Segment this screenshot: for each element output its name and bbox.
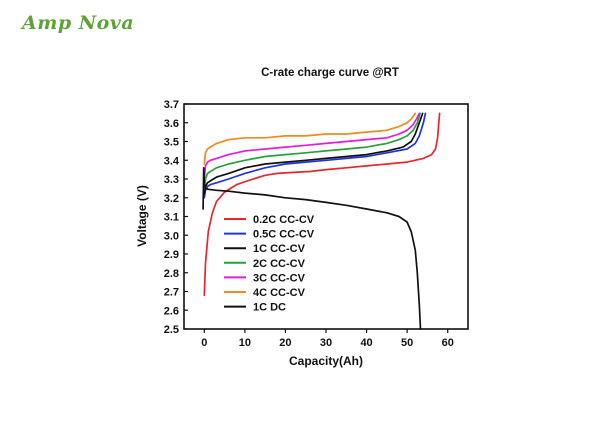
y-tick-label: 2.7 <box>164 287 179 299</box>
y-tick-label: 3.5 <box>164 137 179 149</box>
series-line-2c-cc-cv <box>203 112 421 190</box>
legend-label: 3C CC-CV <box>253 272 306 284</box>
series-line-1c-cc-cv <box>203 112 424 195</box>
y-tick-label: 3.6 <box>164 118 179 130</box>
y-tick-label: 2.8 <box>164 268 179 280</box>
legend-label: 1C DC <box>253 302 286 314</box>
y-axis-title: Voltage (V) <box>135 185 149 247</box>
y-tick-label: 3.7 <box>164 99 179 111</box>
chart-title: C-rate charge curve @RT <box>261 67 399 79</box>
x-tick-label: 50 <box>401 337 413 349</box>
x-tick-label: 20 <box>279 337 291 349</box>
x-tick-label: 60 <box>442 337 454 349</box>
y-tick-label: 2.5 <box>164 324 179 336</box>
series-lines <box>202 112 441 330</box>
y-tick-label: 2.6 <box>164 305 179 317</box>
series-line-3c-cc-cv <box>203 112 421 180</box>
legend-label: 1C CC-CV <box>253 243 306 255</box>
legend-label: 0.2C CC-CV <box>253 214 315 226</box>
legend-label: 4C CC-CV <box>253 287 306 299</box>
legend-label: 0.5C CC-CV <box>253 229 315 241</box>
series-line-0-2c-cc-cv <box>203 112 441 297</box>
x-axis: 0 10 20 30 40 50 60 <box>201 329 454 349</box>
y-tick-label: 3.2 <box>164 193 179 205</box>
x-tick-label: 30 <box>320 337 332 349</box>
plot-area-frame <box>183 103 469 330</box>
y-tick-label: 3.1 <box>164 212 179 224</box>
brand-logo: Amp Nova <box>22 12 135 34</box>
y-tick-label: 3.0 <box>164 230 179 242</box>
series-line-4c-cc-cv <box>203 112 417 165</box>
y-tick-label: 2.9 <box>164 249 179 261</box>
y-tick-label: 3.3 <box>164 174 179 186</box>
y-axis: 2.5 2.6 2.7 2.8 2.9 3.0 3.1 3.2 3.3 3.4 3.5 3.6 3.7 <box>164 99 188 336</box>
x-tick-label: 10 <box>239 337 251 349</box>
x-tick-label: 0 <box>201 337 207 349</box>
x-tick-label: 40 <box>360 337 372 349</box>
legend-label: 2C CC-CV <box>253 258 306 270</box>
x-axis-title: Capacity(Ah) <box>289 354 363 368</box>
legend: 0.2C CC-CV 0.5C CC-CV 1C CC-CV 2C CC-CV 3C C… <box>224 214 315 314</box>
series-line-0-5c-cc-cv <box>203 112 427 199</box>
y-tick-label: 3.4 <box>164 155 180 167</box>
series-line-1c-dc <box>202 166 422 330</box>
